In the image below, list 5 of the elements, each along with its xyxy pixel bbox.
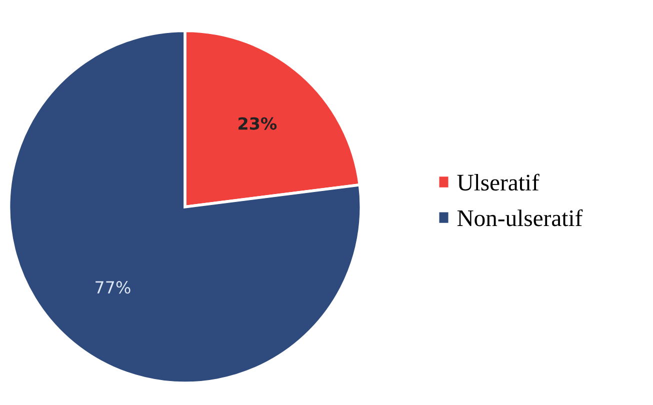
data-label: 77% — [96, 281, 130, 294]
data-label: 23% — [238, 117, 277, 130]
legend-label: Ulseratif — [457, 174, 540, 191]
pie-slice — [7, 29, 363, 384]
legend-label: Non-ulseratif — [457, 209, 583, 226]
